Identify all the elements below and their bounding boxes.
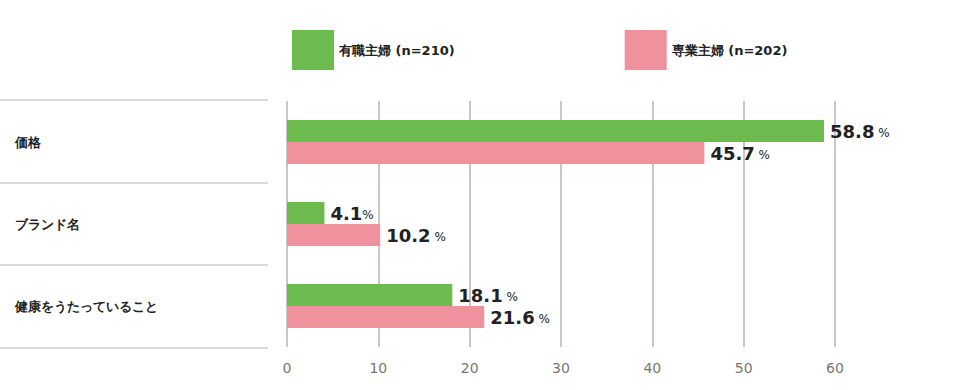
- svg-text:21.6: 21.6: [490, 307, 534, 328]
- svg-text:有職主婦 (n=210): 有職主婦 (n=210): [338, 43, 455, 58]
- svg-text:%: %: [503, 290, 518, 304]
- svg-text:価格: 価格: [14, 135, 42, 150]
- svg-text:%: %: [755, 148, 770, 162]
- svg-text:専業主婦 (n=202): 専業主婦 (n=202): [671, 43, 788, 58]
- svg-text:%: %: [535, 312, 550, 326]
- svg-text:健康をうたっていること: 健康をうたっていること: [14, 299, 158, 314]
- svg-text:20: 20: [461, 360, 479, 376]
- svg-text:4.1: 4.1: [330, 203, 362, 224]
- svg-text:40: 40: [643, 360, 661, 376]
- svg-text:18.1: 18.1: [458, 285, 502, 306]
- svg-text:%: %: [431, 230, 446, 244]
- svg-text:ブランド名: ブランド名: [15, 217, 80, 232]
- svg-text:30: 30: [552, 360, 570, 376]
- svg-text:10: 10: [369, 360, 387, 376]
- svg-text:45.7: 45.7: [710, 143, 754, 164]
- svg-text:%: %: [362, 208, 373, 222]
- svg-text:50: 50: [735, 360, 753, 376]
- svg-text:0: 0: [283, 360, 292, 376]
- svg-text:60: 60: [826, 360, 844, 376]
- svg-text:%: %: [874, 126, 889, 140]
- svg-text:10.2: 10.2: [386, 225, 430, 246]
- svg-text:58.8: 58.8: [830, 121, 874, 142]
